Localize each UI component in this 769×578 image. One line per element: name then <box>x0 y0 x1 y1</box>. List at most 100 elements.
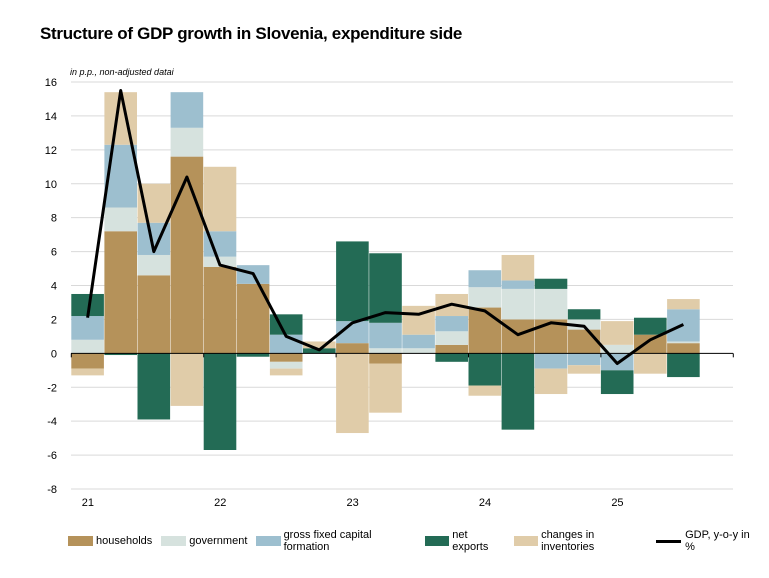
y-tick-label: -8 <box>47 484 57 496</box>
legend-swatch-government <box>161 536 187 546</box>
y-tick-label: 14 <box>45 111 57 123</box>
x-year-label: 25 <box>611 497 623 509</box>
bar-segment-net-exports <box>236 353 270 357</box>
legend-item-gdp: GDP, y-o-y in % <box>655 529 760 553</box>
legend-line-gdp <box>655 540 682 543</box>
bar-segment-government <box>170 127 204 157</box>
bar-segment-government <box>501 288 535 320</box>
bar-segment-government <box>369 348 402 354</box>
bar-segment-changes-in-inventories <box>269 368 303 376</box>
bar-segment-households <box>71 353 104 369</box>
bar-segment-households <box>501 319 535 354</box>
legend-item-government: government <box>161 535 247 547</box>
bar-segment-government <box>402 348 435 354</box>
bar-segment-gross-fixed-capital-formation <box>402 334 435 349</box>
bar-segment-changes-in-inventories <box>336 353 369 434</box>
bar-segment-households <box>137 275 171 354</box>
legend-swatch-gfcf <box>256 536 281 546</box>
bar-segment-net-exports <box>567 309 601 320</box>
bar-segment-government <box>567 319 601 330</box>
bar-segment-net-exports <box>468 353 502 386</box>
legend-label-net-exports: net exports <box>452 529 489 553</box>
y-tick-label: -2 <box>47 382 57 394</box>
legend-label-inventories: changes in inventories <box>541 529 595 553</box>
bar-segment-net-exports <box>634 317 667 335</box>
legend-label-government: government <box>189 535 248 547</box>
bar-segment-households <box>567 329 601 354</box>
bar-segment-changes-in-inventories <box>634 353 667 374</box>
legend-item-net-exports: net exports <box>425 529 505 553</box>
x-year-label: 23 <box>347 497 359 509</box>
y-tick-label: 8 <box>51 213 57 225</box>
y-tick-label: 10 <box>45 179 57 191</box>
x-year-label: 22 <box>214 497 226 509</box>
legend-item-gfcf: gross fixed capital formation <box>256 529 416 553</box>
bar-segment-government <box>71 339 104 354</box>
bar-segment-net-exports <box>435 353 468 362</box>
legend-item-households: households <box>68 535 152 547</box>
bar-segment-government <box>137 254 171 276</box>
bar-segment-households <box>468 307 502 354</box>
bar-segment-net-exports <box>203 353 237 450</box>
bar-segment-gross-fixed-capital-formation <box>369 322 402 349</box>
bar-segment-changes-in-inventories <box>600 321 634 345</box>
bar-segment-net-exports <box>137 353 171 420</box>
bar-segment-gross-fixed-capital-formation <box>501 280 535 289</box>
bar-segment-net-exports <box>534 278 568 289</box>
bar-segment-government <box>104 207 137 232</box>
bar-segment-net-exports <box>667 353 700 378</box>
bar-segment-gross-fixed-capital-formation <box>336 321 369 344</box>
bar-segment-government <box>667 341 700 344</box>
bar-segment-changes-in-inventories <box>501 254 535 281</box>
y-tick-label: 2 <box>51 314 57 326</box>
bar-segment-households <box>667 343 700 354</box>
bar-segment-government <box>468 287 502 308</box>
bar-segment-gross-fixed-capital-formation <box>170 92 204 128</box>
bar-segment-net-exports <box>71 293 104 317</box>
bar-segment-households <box>369 353 402 364</box>
bar-segment-gross-fixed-capital-formation <box>534 353 568 369</box>
y-tick-label: 6 <box>51 247 57 259</box>
bar-segment-government <box>269 361 303 369</box>
bar-segment-changes-in-inventories <box>203 166 237 232</box>
chart-title: Structure of GDP growth in Slovenia, exp… <box>40 24 463 43</box>
bar-segment-changes-in-inventories <box>170 353 204 406</box>
bar-segment-government <box>534 288 568 320</box>
bar-segment-changes-in-inventories <box>71 368 104 376</box>
bar-segment-households <box>269 353 303 362</box>
bar-segment-net-exports <box>501 353 535 430</box>
y-tick-label: 16 <box>45 77 57 89</box>
bar-segment-gross-fixed-capital-formation <box>567 353 601 366</box>
bar-segment-households <box>634 334 667 354</box>
y-tick-label: -4 <box>47 416 57 428</box>
legend-swatch-households <box>68 536 93 546</box>
bar-segment-changes-in-inventories <box>369 363 402 413</box>
bar-segment-households <box>104 231 137 354</box>
bar-segment-gross-fixed-capital-formation <box>468 270 502 288</box>
legend: households government gross fixed capita… <box>68 529 769 553</box>
bar-segment-gross-fixed-capital-formation <box>435 316 468 332</box>
legend-swatch-net-exports <box>425 536 450 546</box>
bar-segment-households <box>336 343 369 354</box>
bar-segment-government <box>435 331 468 345</box>
bar-segment-net-exports <box>600 370 634 395</box>
bar-segment-changes-in-inventories <box>303 341 336 349</box>
x-year-label: 24 <box>479 497 491 509</box>
bar-segment-changes-in-inventories <box>567 365 601 374</box>
bar-segment-net-exports <box>104 353 137 356</box>
bar-segment-changes-in-inventories <box>667 299 700 310</box>
bar-segment-households <box>170 156 204 354</box>
y-axis-unit-note: in p.p., non-adjusted datai <box>70 67 174 77</box>
y-tick-label: 12 <box>45 145 57 157</box>
bar-segment-households <box>203 266 237 354</box>
legend-swatch-inventories <box>513 536 539 546</box>
bar-segment-changes-in-inventories <box>534 368 568 395</box>
bar-segment-gross-fixed-capital-formation <box>71 316 104 340</box>
bar-segment-households <box>435 344 468 354</box>
gdp-line <box>86 89 685 365</box>
legend-label-households: households <box>96 535 153 547</box>
bar-segment-changes-in-inventories <box>468 385 502 396</box>
x-year-label: 21 <box>82 497 94 509</box>
legend-label-gfcf: gross fixed capital formation <box>283 529 372 553</box>
legend-item-inventories: changes in inventories <box>513 529 647 553</box>
